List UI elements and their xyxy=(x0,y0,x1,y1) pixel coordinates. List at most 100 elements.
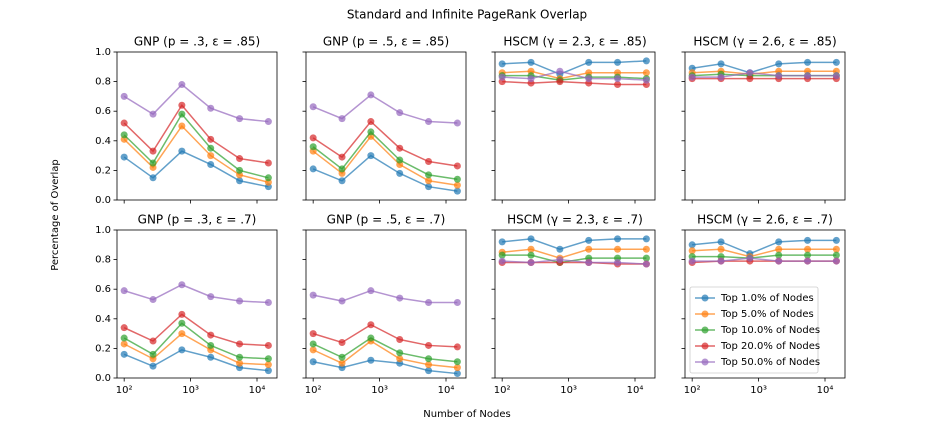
data-point xyxy=(746,75,754,83)
series-line xyxy=(312,154,458,192)
data-point xyxy=(264,174,272,182)
data-point xyxy=(264,367,272,375)
data-point xyxy=(614,75,622,83)
series-line xyxy=(123,313,269,347)
data-point xyxy=(120,153,128,161)
series-line xyxy=(123,104,269,164)
data-point xyxy=(717,257,725,265)
y-tick-label: 0.0 xyxy=(95,373,111,384)
data-point xyxy=(120,119,128,127)
data-point xyxy=(642,254,650,262)
y-tick-label: 0.4 xyxy=(95,314,111,325)
data-point xyxy=(804,72,812,80)
data-point xyxy=(527,75,535,83)
series-line xyxy=(123,332,269,366)
data-point xyxy=(804,236,812,244)
legend-label: Top 10.0% of Nodes xyxy=(720,325,820,336)
data-point xyxy=(149,159,157,167)
data-point xyxy=(453,119,461,127)
data-point xyxy=(178,319,186,327)
y-tick-label: 0.4 xyxy=(95,136,111,147)
legend-label: Top 50.0% of Nodes xyxy=(720,357,820,368)
data-point xyxy=(642,76,650,84)
data-point xyxy=(425,118,433,126)
x-tick-label: 10⁴ xyxy=(627,385,644,396)
data-point xyxy=(338,353,346,361)
data-point xyxy=(425,171,433,179)
y-tick-label: 0.8 xyxy=(95,77,111,88)
data-point xyxy=(264,341,272,349)
data-point xyxy=(425,341,433,349)
data-point xyxy=(453,175,461,183)
data-point xyxy=(309,165,317,173)
plot-frame xyxy=(684,229,846,379)
data-point xyxy=(775,60,783,68)
figure-title: Standard and Infinite PageRank Overlap xyxy=(347,8,587,22)
data-point xyxy=(367,321,375,329)
data-point xyxy=(338,359,346,367)
data-point xyxy=(642,69,650,77)
data-point xyxy=(120,350,128,358)
legend-swatch-marker xyxy=(701,342,709,350)
data-point xyxy=(178,346,186,354)
data-point xyxy=(149,174,157,182)
data-point xyxy=(717,60,725,68)
series-line xyxy=(313,359,458,375)
data-point xyxy=(367,152,375,160)
data-point xyxy=(178,330,186,338)
data-point xyxy=(556,78,564,86)
data-point xyxy=(367,287,375,295)
data-point xyxy=(120,92,128,100)
data-point xyxy=(178,122,186,130)
data-point xyxy=(832,257,840,265)
subplot-title: GNP (p = .5, ε = .85) xyxy=(323,35,449,49)
data-point xyxy=(309,346,317,354)
series-line xyxy=(502,74,647,81)
data-point xyxy=(178,281,186,289)
data-point xyxy=(309,143,317,151)
data-point xyxy=(453,343,461,351)
data-point xyxy=(207,104,215,112)
series-line xyxy=(123,150,269,188)
data-point xyxy=(120,324,128,332)
x-tick-label: 10³ xyxy=(560,385,577,396)
data-point xyxy=(149,362,157,370)
data-point xyxy=(120,340,128,348)
series-line xyxy=(502,238,647,251)
data-point xyxy=(527,259,535,267)
data-point xyxy=(396,144,404,152)
series-line xyxy=(692,257,837,262)
series-line xyxy=(312,120,458,167)
data-point xyxy=(264,355,272,363)
y-tick-label: 0.2 xyxy=(95,165,111,176)
data-point xyxy=(338,153,346,161)
data-point xyxy=(642,245,650,253)
data-point xyxy=(396,169,404,177)
data-point xyxy=(717,245,725,253)
data-point xyxy=(338,297,346,305)
data-point xyxy=(642,57,650,65)
data-point xyxy=(178,110,186,118)
data-point xyxy=(832,236,840,244)
data-point xyxy=(396,336,404,344)
data-point xyxy=(236,297,244,305)
plot-frame xyxy=(305,51,467,201)
data-point xyxy=(614,259,622,267)
data-point xyxy=(804,58,812,66)
y-tick-label: 0.8 xyxy=(95,255,111,266)
data-point xyxy=(832,72,840,80)
data-point xyxy=(120,334,128,342)
series-line xyxy=(123,322,269,360)
data-point xyxy=(178,310,186,318)
y-tick-label: 0.6 xyxy=(95,284,111,295)
data-point xyxy=(832,245,840,253)
data-point xyxy=(207,341,215,349)
legend-label: Top 20.0% of Nodes xyxy=(720,341,820,352)
data-point xyxy=(498,251,506,259)
series-line xyxy=(692,61,837,74)
subplot-title: HSCM (γ = 2.3, ε = .85) xyxy=(503,35,646,49)
data-point xyxy=(236,155,244,163)
data-point xyxy=(746,69,754,77)
data-point xyxy=(236,166,244,174)
